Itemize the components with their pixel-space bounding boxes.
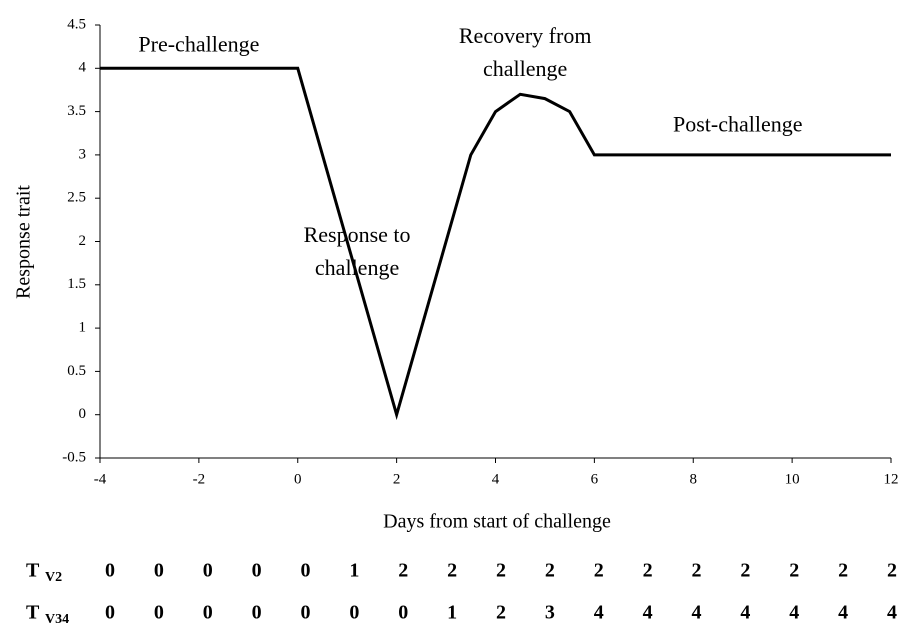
table-cell: 2 — [545, 560, 555, 582]
table-cell: 2 — [838, 560, 848, 582]
table-cell: 0 — [105, 602, 115, 624]
table-cell: 4 — [838, 602, 848, 624]
y-tick-label: 1 — [79, 320, 87, 336]
y-tick-label: 4.5 — [67, 16, 86, 32]
table-cell: 2 — [447, 560, 457, 582]
table-cell: 2 — [789, 560, 799, 582]
table-cell: 1 — [349, 560, 359, 582]
annotation: challenge — [483, 56, 567, 81]
annotation: Pre-challenge — [138, 32, 259, 57]
y-tick-label: 2.5 — [67, 190, 86, 206]
x-tick-label: -4 — [94, 471, 107, 487]
table-cell: 0 — [349, 602, 359, 624]
y-tick-label: 0 — [79, 406, 87, 422]
y-tick-label: 3 — [79, 146, 87, 162]
table-cell: 2 — [887, 560, 897, 582]
table-cell: 0 — [203, 560, 213, 582]
table-cell: 0 — [105, 560, 115, 582]
table-cell: 4 — [643, 602, 653, 624]
table-cell: 0 — [252, 602, 262, 624]
x-tick-label: 10 — [785, 471, 800, 487]
table-cell: 0 — [252, 560, 262, 582]
x-tick-label: 12 — [884, 471, 899, 487]
table-cell: 2 — [496, 602, 506, 624]
table-cell: 2 — [496, 560, 506, 582]
x-tick-label: 4 — [492, 471, 500, 487]
row-label: T — [26, 560, 40, 582]
table-cell: 0 — [154, 602, 164, 624]
y-tick-label: 4 — [79, 60, 87, 76]
x-axis-label: Days from start of challenge — [383, 511, 611, 533]
annotation: Response to — [304, 222, 411, 247]
table-cell: 0 — [203, 602, 213, 624]
table-cell: 0 — [398, 602, 408, 624]
table-cell: 2 — [594, 560, 604, 582]
table-cell: 4 — [740, 602, 750, 624]
table-cell: 4 — [594, 602, 604, 624]
y-tick-label: 3.5 — [67, 103, 86, 119]
data-line — [100, 66, 891, 421]
x-tick-label: 6 — [591, 471, 599, 487]
row-label: T — [26, 602, 40, 624]
table-cell: 4 — [692, 602, 702, 624]
table-cell: 3 — [545, 602, 555, 624]
y-tick-label: 0.5 — [67, 363, 86, 379]
x-tick-label: 8 — [690, 471, 698, 487]
annotation: Recovery from — [459, 23, 592, 48]
y-tick-label: 1.5 — [67, 276, 86, 292]
table-cell: 0 — [154, 560, 164, 582]
y-tick-label: 2 — [79, 233, 87, 249]
annotation: Post-challenge — [673, 111, 803, 136]
x-tick-label: 0 — [294, 471, 302, 487]
table-cell: 2 — [398, 560, 408, 582]
table-cell: 1 — [447, 602, 457, 624]
table-cell: 2 — [643, 560, 653, 582]
y-axis-label: Response trait — [13, 185, 35, 299]
row-label-sub: V2 — [45, 570, 62, 585]
row-label-sub: V34 — [45, 612, 69, 627]
table-cell: 2 — [740, 560, 750, 582]
table-cell: 4 — [789, 602, 799, 624]
table-cell: 0 — [301, 560, 311, 582]
x-tick-label: -2 — [193, 471, 206, 487]
annotation: challenge — [315, 255, 399, 280]
y-tick-label: -0.5 — [62, 449, 86, 465]
table-cell: 4 — [887, 602, 897, 624]
table-cell: 0 — [301, 602, 311, 624]
table-cell: 2 — [692, 560, 702, 582]
x-tick-label: 2 — [393, 471, 401, 487]
